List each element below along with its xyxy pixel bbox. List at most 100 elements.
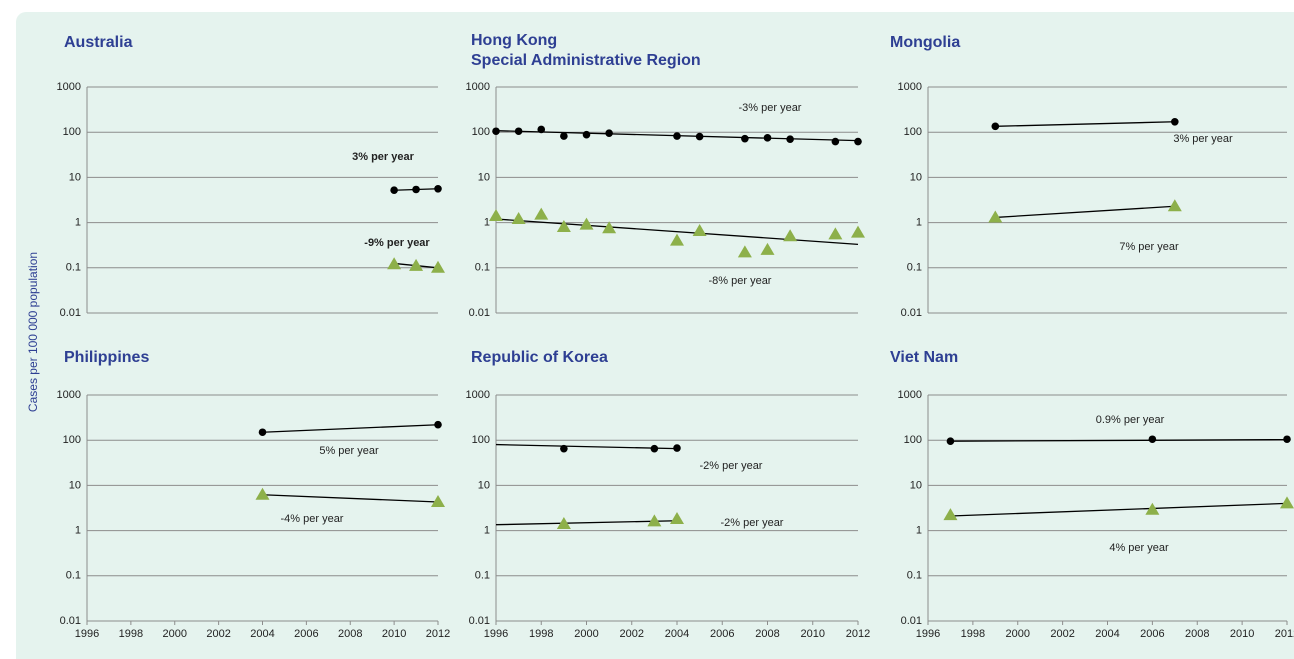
point <box>991 122 1000 131</box>
y-tick-label: 1 <box>916 217 922 229</box>
point <box>943 508 958 521</box>
point <box>1283 435 1291 444</box>
point <box>534 207 549 220</box>
trend-line <box>995 205 1175 219</box>
x-tick-label: 2000 <box>1006 628 1030 640</box>
point <box>692 224 707 237</box>
x-tick-label: 2004 <box>1095 628 1119 640</box>
x-tick-label: 1998 <box>119 628 143 640</box>
y-tick-label: 10 <box>478 479 490 491</box>
point <box>1148 435 1157 444</box>
point <box>647 514 662 527</box>
panel-title: Mongolia <box>890 34 960 51</box>
trend-line <box>262 424 439 433</box>
x-tick-label: 2002 <box>206 628 230 640</box>
y-tick-label: 1000 <box>466 389 490 401</box>
point <box>763 134 772 142</box>
x-tick-label: 1996 <box>75 628 99 640</box>
point <box>412 185 420 194</box>
annotation: -8% per year <box>709 275 772 287</box>
x-tick-label: 2002 <box>620 628 644 640</box>
x-tick-label: 2000 <box>574 628 598 640</box>
annotation: -2% per year <box>700 460 763 472</box>
y-tick-label: 0.1 <box>66 570 81 582</box>
x-tick-label: 2010 <box>801 628 825 640</box>
point <box>387 257 402 270</box>
panel-title: Philippines <box>64 349 149 366</box>
point <box>1280 496 1294 509</box>
y-tick-label: 10 <box>478 171 490 183</box>
x-tick-label: 1998 <box>529 628 553 640</box>
y-tick-label: 0.01 <box>469 307 490 319</box>
y-tick-label: 10 <box>69 171 81 183</box>
point <box>650 444 659 453</box>
y-tick-label: 100 <box>904 434 922 446</box>
point <box>831 137 840 146</box>
point <box>582 130 591 139</box>
point <box>760 242 775 255</box>
x-tick-label: 2008 <box>1185 628 1209 640</box>
y-tick-label: 100 <box>904 126 922 138</box>
x-tick-label: 2006 <box>710 628 734 640</box>
point <box>1171 117 1179 126</box>
x-tick-label: 2004 <box>665 628 689 640</box>
point <box>1167 199 1182 212</box>
annotation: -3% per year <box>739 102 802 114</box>
trend-line <box>495 520 678 526</box>
point <box>560 444 568 453</box>
point <box>390 186 398 195</box>
point <box>828 227 843 240</box>
point <box>602 221 617 234</box>
point <box>255 487 270 500</box>
y-tick-label: 0.1 <box>475 262 490 274</box>
panel-title: Hong Kong <box>471 32 557 49</box>
point <box>1145 502 1160 515</box>
annotation: 5% per year <box>319 445 379 457</box>
point <box>786 135 794 144</box>
trend-line <box>495 443 678 450</box>
y-tick-label: 1000 <box>898 389 922 401</box>
y-tick-label: 1000 <box>898 81 922 93</box>
x-tick-label: 2006 <box>1140 628 1164 640</box>
point <box>492 127 500 136</box>
point <box>673 132 681 140</box>
x-tick-label: 2012 <box>846 628 870 640</box>
y-tick-label: 0.01 <box>469 615 490 627</box>
y-axis-label: Cases per 100 000 population <box>26 252 40 412</box>
annotation: 0.9% per year <box>1096 414 1165 426</box>
y-tick-label: 0.1 <box>66 262 81 274</box>
point <box>670 233 684 246</box>
y-tick-label: 100 <box>472 126 490 138</box>
trend-line <box>995 121 1175 127</box>
y-tick-label: 100 <box>472 434 490 446</box>
x-tick-label: 2010 <box>382 628 406 640</box>
point <box>670 512 684 525</box>
y-tick-label: 10 <box>910 479 922 491</box>
point <box>741 134 749 143</box>
annotation: 7% per year <box>1119 241 1179 253</box>
point <box>537 125 546 134</box>
panel-title: Australia <box>64 34 133 51</box>
x-tick-label: 2010 <box>1230 628 1254 640</box>
annotation: 3% per year <box>1173 133 1233 145</box>
point <box>511 212 526 225</box>
point <box>434 420 442 429</box>
panel-subtitle: Special Administrative Region <box>471 52 701 69</box>
point <box>258 428 267 437</box>
point <box>851 225 865 238</box>
point <box>560 132 568 140</box>
y-tick-label: 0.1 <box>907 262 922 274</box>
x-tick-label: 2000 <box>163 628 187 640</box>
y-tick-label: 1000 <box>466 81 490 93</box>
point <box>579 217 594 230</box>
background <box>16 12 1294 659</box>
y-tick-label: 1 <box>75 217 81 229</box>
point <box>431 260 445 273</box>
trend-line <box>950 502 1288 517</box>
y-tick-label: 0.01 <box>60 615 81 627</box>
point <box>605 129 613 138</box>
x-tick-label: 2012 <box>1275 628 1294 640</box>
y-tick-label: 0.01 <box>60 307 81 319</box>
y-tick-label: 1 <box>916 525 922 537</box>
